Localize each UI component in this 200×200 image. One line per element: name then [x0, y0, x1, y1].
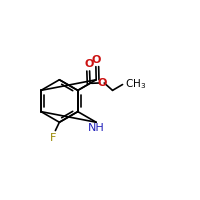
Text: NH: NH: [88, 123, 105, 133]
Text: O: O: [91, 55, 101, 65]
Text: F: F: [50, 133, 57, 143]
Text: CH$_3$: CH$_3$: [125, 77, 146, 91]
Text: O: O: [97, 78, 107, 88]
Text: O: O: [85, 59, 94, 69]
